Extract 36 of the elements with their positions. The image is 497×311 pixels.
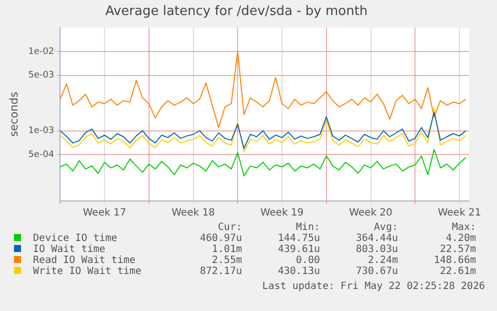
text: Last update: Fri May 22 02:25:28 2026 — [262, 281, 485, 292]
text: 803.03u — [354, 244, 398, 255]
x-tick-label: Week 17 — [82, 208, 126, 219]
text: Max: — [450, 222, 476, 233]
x-tick-label: Week 19 — [260, 208, 304, 219]
text: 430.13u — [276, 266, 320, 277]
text: 0.00 — [294, 255, 320, 266]
x-tick-label: Week 21 — [438, 208, 482, 219]
y-tick-label: 1e-02 — [28, 46, 54, 57]
text: 22.57m — [438, 244, 476, 255]
chart-title: Average latency for /dev/sda - by month — [105, 4, 368, 20]
text: 364.44u — [354, 233, 398, 244]
y-axis-title: seconds — [7, 92, 20, 137]
text: Cur: — [216, 222, 242, 233]
text: Avg: — [372, 222, 398, 233]
text: 872.17u — [198, 266, 242, 277]
x-tick-label: Week 20 — [349, 208, 392, 219]
text: 2.24m — [366, 255, 398, 266]
text: 148.66m — [432, 255, 476, 266]
text: 460.97u — [198, 233, 242, 244]
y-tick-label: 1e-03 — [28, 126, 54, 136]
text: 439.61u — [276, 244, 320, 255]
y-tick-label: 5e-04 — [28, 150, 54, 160]
text: 2.55m — [210, 255, 242, 266]
text: 4.20m — [444, 233, 476, 244]
legend-label: IO Wait time — [32, 244, 106, 255]
legend-label: Device IO time — [32, 233, 118, 244]
y-tick-label: 5e-03 — [28, 70, 54, 81]
text: 1.01m — [210, 244, 242, 255]
text: 730.67u — [354, 266, 398, 277]
text: 22.61m — [438, 266, 476, 277]
legend-label: Write IO Wait time — [32, 266, 142, 277]
text: Min: — [294, 222, 320, 233]
text: 144.75u — [276, 233, 320, 244]
x-tick-label: Week 18 — [172, 208, 215, 219]
legend-label: Read IO Wait time — [32, 255, 136, 266]
